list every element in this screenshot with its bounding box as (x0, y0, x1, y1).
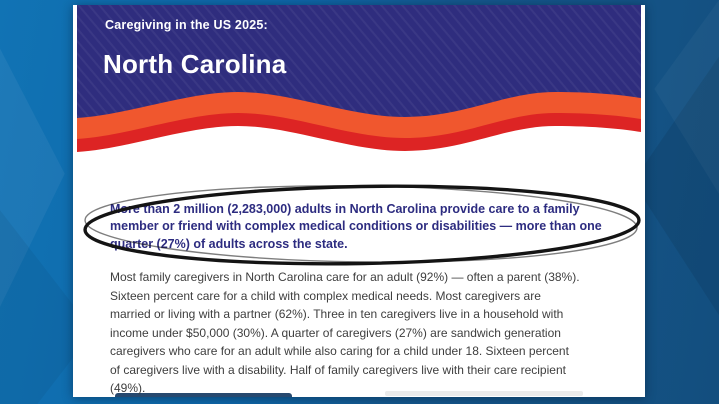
report-page: Caregiving in the US 2025: North Carolin… (73, 5, 645, 397)
header-wave-graphic (77, 5, 641, 152)
header-texture-overlay (77, 5, 641, 118)
report-kicker: Caregiving in the US 2025: (105, 18, 268, 32)
highlight-statement: More than 2 million (2,283,000) adults i… (110, 202, 602, 251)
next-section-edge-light (385, 391, 583, 396)
page-title: North Carolina (103, 49, 287, 79)
next-section-edge-dark (115, 393, 292, 397)
body-paragraph: Most family caregivers in North Carolina… (110, 270, 580, 395)
